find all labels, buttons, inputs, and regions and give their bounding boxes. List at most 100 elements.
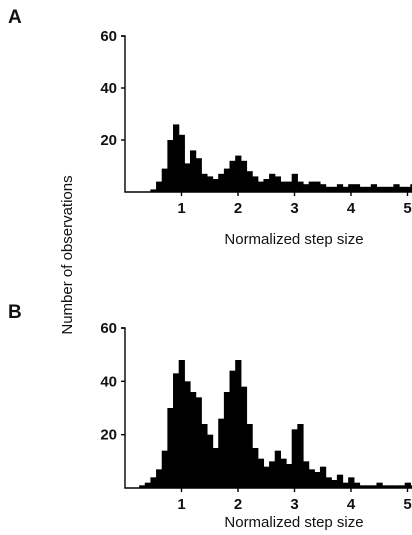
y-tick-label: 40 <box>100 373 117 390</box>
histogram-bar <box>404 186 411 192</box>
histogram-panel-b: 20 40 60 1 2 3 4 5 Normalized step size <box>100 320 412 531</box>
histogram-bar <box>212 448 219 488</box>
histogram-bar <box>404 482 411 488</box>
histogram-bar <box>302 184 310 192</box>
x-tick-label: 2 <box>234 496 242 513</box>
histogram-bar <box>286 464 293 488</box>
histogram-bar <box>144 482 152 488</box>
histogram-bar <box>291 173 298 192</box>
histogram-bar <box>314 181 321 192</box>
histogram-bar <box>353 184 361 192</box>
histogram-bar <box>235 155 242 192</box>
histogram-bar <box>348 477 355 488</box>
histogram-panel-a: 20 40 60 1 2 3 4 5 Normalized step size <box>100 28 412 248</box>
histogram-bar <box>229 160 236 192</box>
histogram-bar <box>218 173 225 192</box>
histogram-bar <box>150 189 157 192</box>
histogram-bar <box>206 176 214 192</box>
y-tick-label: 20 <box>100 427 117 444</box>
y-ticks-a: 20 40 60 <box>100 28 125 149</box>
x-axis-label-a: Normalized step size <box>224 231 363 248</box>
x-tick-label: 3 <box>290 496 298 513</box>
histogram-bar <box>150 477 157 488</box>
histogram-bar <box>297 424 304 488</box>
histogram-bar <box>274 176 281 192</box>
histogram-bar <box>308 469 315 488</box>
histogram-bar <box>240 386 248 488</box>
histogram-bar <box>223 392 231 488</box>
histogram-bar <box>382 485 389 488</box>
histogram-bar <box>370 485 378 488</box>
histogram-bar <box>189 392 197 488</box>
histogram-bar <box>218 418 225 488</box>
histogram-bar <box>269 461 276 488</box>
histogram-bar <box>399 186 406 192</box>
x-tick-label: 2 <box>234 200 242 217</box>
y-tick-label: 60 <box>100 28 117 45</box>
histogram-bar <box>240 160 248 192</box>
x-tick-label: 5 <box>403 200 411 217</box>
histogram-bar <box>229 370 236 488</box>
histogram-bar <box>195 158 202 192</box>
histogram-bar <box>319 466 327 488</box>
histogram-bar <box>263 466 270 488</box>
histogram-bar <box>212 179 219 192</box>
histogram-bar <box>365 485 372 488</box>
histogram-bar <box>269 173 276 192</box>
histogram-bar <box>246 171 253 192</box>
histogram-bar <box>376 186 383 192</box>
histogram-bar <box>274 450 281 488</box>
histogram-bar <box>161 168 168 192</box>
y-axis-label: Number of observations <box>59 175 76 334</box>
x-tick-label: 3 <box>290 200 298 217</box>
histogram-bar <box>280 458 287 488</box>
histogram-bar <box>342 482 349 488</box>
histogram-bar <box>139 485 146 488</box>
x-tick-label: 4 <box>347 496 356 513</box>
histogram-bar <box>302 461 310 488</box>
histogram-bar <box>167 408 174 488</box>
histogram-bar <box>257 181 265 192</box>
y-ticks-b: 20 40 60 <box>100 320 125 444</box>
histogram-bar <box>173 124 180 192</box>
x-tick-label: 1 <box>177 496 185 513</box>
y-tick-label: 20 <box>100 132 117 149</box>
histogram-bar <box>156 181 163 192</box>
histogram-bar <box>393 485 400 488</box>
histogram-bar <box>252 448 259 488</box>
histogram-bar <box>280 181 287 192</box>
histogram-bar <box>291 429 298 488</box>
histogram-bar <box>156 469 163 488</box>
histogram-bar <box>257 458 265 488</box>
bars-a <box>150 124 412 192</box>
histogram-bar <box>184 381 191 488</box>
histogram-bar <box>387 186 394 192</box>
histogram-bar <box>342 186 349 192</box>
histogram-bar <box>319 184 327 192</box>
histogram-bar <box>353 482 361 488</box>
histogram-bar <box>376 482 383 488</box>
histogram-bar <box>201 424 208 488</box>
histogram-bar <box>161 450 168 488</box>
panel-a-label: A <box>8 7 22 28</box>
histogram-bar <box>206 434 214 488</box>
x-ticks-b: 1 2 3 4 5 <box>177 488 412 513</box>
x-tick-label: 5 <box>403 496 411 513</box>
x-ticks-a: 1 2 3 4 5 <box>177 192 412 217</box>
histogram-bar <box>178 360 185 488</box>
histogram-bar <box>297 181 304 192</box>
histogram-bar <box>399 485 406 488</box>
histogram-bar <box>201 173 208 192</box>
histogram-bar <box>184 163 191 192</box>
histogram-bar <box>410 485 412 488</box>
x-tick-label: 1 <box>177 200 185 217</box>
histogram-bar <box>195 397 202 488</box>
histogram-bar <box>178 134 185 192</box>
bars-b <box>139 360 412 488</box>
histogram-bar <box>263 179 270 192</box>
histogram-bar <box>410 184 412 192</box>
y-tick-label: 40 <box>100 80 117 97</box>
x-axis-label-b: Normalized step size <box>224 514 363 531</box>
histogram-bar <box>365 186 372 192</box>
